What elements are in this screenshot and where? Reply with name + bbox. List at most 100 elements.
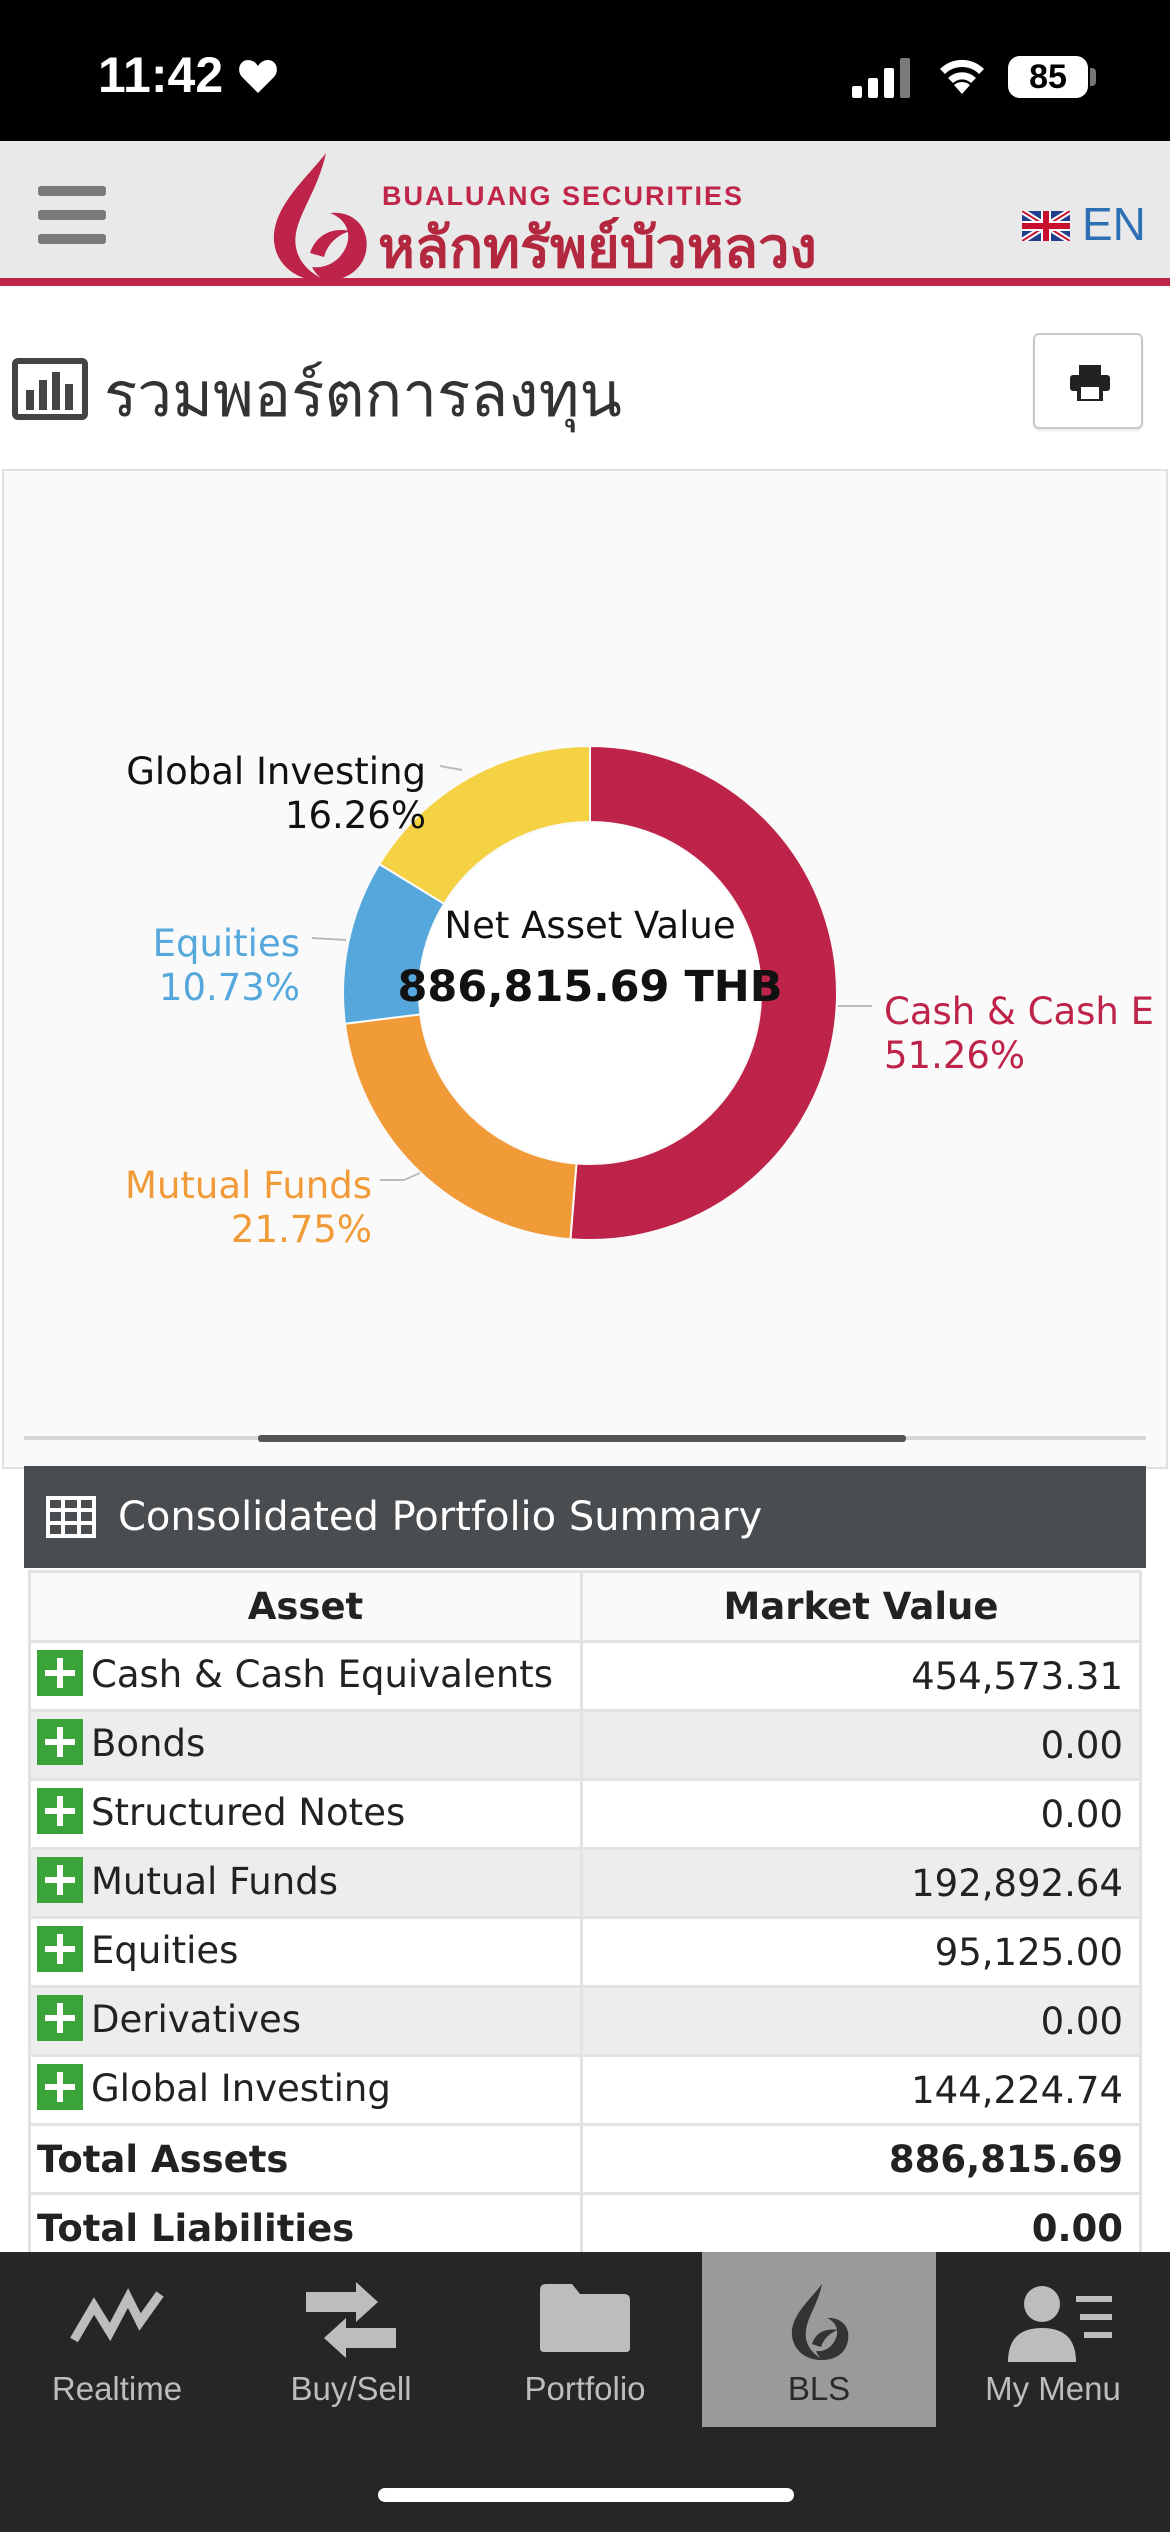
summary-header: Consolidated Portfolio Summary [24, 1466, 1146, 1568]
home-indicator [378, 2488, 794, 2502]
tab-label: Portfolio [524, 2370, 646, 2407]
slice-percent: 21.75% [230, 1208, 372, 1251]
asset-cell: Derivatives [28, 1985, 583, 2057]
bar-chart-icon [12, 358, 88, 420]
asset-cell: Structured Notes [28, 1778, 583, 1850]
asset-name: Global Investing [91, 2066, 391, 2110]
slice-name: Global Investing [126, 750, 426, 793]
realtime-chart-icon [70, 2288, 164, 2343]
column-header-market-value: Market Value [580, 1570, 1142, 1643]
heart-icon [239, 60, 277, 93]
wifi-icon [940, 59, 984, 94]
market-value-cell: 192,892.64 [580, 1847, 1142, 1919]
asset-name: Cash & Cash Equivalents [91, 1652, 554, 1696]
total-value: 886,815.69 [580, 2123, 1142, 2195]
logo-thai-text: หลักทรัพย์บัวหลวง [378, 216, 817, 281]
expand-plus-icon[interactable] [37, 1719, 83, 1766]
logo-english-text: BUALUANG SECURITIES [382, 181, 745, 211]
expand-plus-icon[interactable] [37, 1995, 83, 2042]
print-button[interactable] [1033, 333, 1143, 429]
table-row[interactable]: Structured Notes 0.00 [28, 1778, 1142, 1850]
tab-label: Buy/Sell [290, 2370, 412, 2407]
center-value: 886,815.69 THB [397, 962, 782, 1012]
slice-percent: 51.26% [884, 1034, 1026, 1077]
expand-plus-icon[interactable] [37, 1926, 83, 1973]
table-row[interactable]: Cash & Cash Equivalents 454,573.31 [28, 1640, 1142, 1712]
slice-label-cash: Cash & Cash E 51.26% [884, 990, 1170, 1078]
market-value-cell: 95,125.00 [580, 1916, 1142, 1988]
page-title: รวมพอร์ตการลงทุน [104, 358, 622, 431]
bualuang-lotus-logo-icon [273, 153, 367, 282]
asset-cell: Global Investing [28, 2054, 583, 2126]
leader-line-global-investing [439, 765, 463, 771]
status-bar: 11:42 85 [0, 0, 1170, 141]
center-label: Net Asset Value [444, 904, 735, 947]
table-row[interactable]: Equities 95,125.00 [28, 1916, 1142, 1988]
language-switch[interactable]: EN [1082, 198, 1146, 250]
asset-cell: Bonds [28, 1709, 583, 1781]
total-label: Total Assets [28, 2123, 583, 2195]
tab-label: Realtime [51, 2370, 183, 2407]
printer-icon [1070, 365, 1110, 401]
market-value-cell: 0.00 [580, 1778, 1142, 1850]
hamburger-menu-icon[interactable] [38, 186, 106, 244]
battery-tip [1090, 68, 1096, 86]
user-menu-icon [1008, 2286, 1112, 2362]
battery-level: 85 [1008, 56, 1088, 98]
portfolio-summary-table: Asset Market Value Cash & Cash Equivalen… [28, 1570, 1142, 2264]
expand-plus-icon[interactable] [37, 1788, 83, 1835]
expand-plus-icon[interactable] [37, 1650, 83, 1697]
slice-name: Cash & Cash E [884, 990, 1154, 1033]
table-row[interactable]: Mutual Funds 192,892.64 [28, 1847, 1142, 1919]
donut-slice-global-investing[interactable] [377, 744, 591, 906]
tab-bls[interactable]: BLS [702, 2252, 936, 2427]
donut-hole [420, 823, 760, 1163]
signal-icon [852, 58, 910, 98]
tab-portfolio[interactable]: Portfolio [468, 2252, 702, 2427]
tab-buy-sell[interactable]: Buy/Sell [234, 2252, 468, 2427]
slice-name: Mutual Funds [125, 1164, 372, 1207]
slice-label-global-investing: Global Investing 16.26% [110, 750, 426, 838]
asset-name: Derivatives [91, 1997, 302, 2041]
asset-cell: Mutual Funds [28, 1847, 583, 1919]
app-header: BUALUANG SECURITIES หลักทรัพย์บัวหลวง EN [0, 141, 1170, 286]
expand-plus-icon[interactable] [37, 1857, 83, 1904]
tab-realtime[interactable]: Realtime [0, 2252, 234, 2427]
status-time: 11:42 [98, 47, 224, 103]
chart-scroll-thumb[interactable] [258, 1435, 906, 1442]
table-row[interactable]: Global Investing 144,224.74 [28, 2054, 1142, 2126]
tab-my-menu[interactable]: My Menu [936, 2252, 1170, 2427]
donut-slice-cash-cash-equivalents[interactable] [569, 744, 838, 1241]
asset-name: Equities [91, 1928, 239, 1972]
bls-logo-icon [791, 2284, 849, 2361]
tab-label: My Menu [985, 2370, 1121, 2407]
leader-line-mutual-funds [380, 1172, 421, 1181]
slice-label-mutual-funds: Mutual Funds 21.75% [80, 1164, 372, 1252]
column-header-asset: Asset [28, 1570, 583, 1643]
asset-name: Mutual Funds [91, 1859, 338, 1903]
asset-allocation-donut-chart: Net Asset Value 886,815.69 THB [311, 744, 872, 1241]
expand-plus-icon[interactable] [37, 2064, 83, 2111]
folder-icon [540, 2284, 630, 2352]
slice-label-equities: Equities 10.73% [100, 922, 300, 1010]
summary-title: Consolidated Portfolio Summary [118, 1494, 763, 1540]
table-icon [46, 1496, 96, 1538]
tab-label: BLS [787, 2370, 851, 2407]
market-value-cell: 454,573.31 [580, 1640, 1142, 1712]
leader-line-equities [311, 937, 347, 941]
asset-name: Structured Notes [91, 1790, 406, 1834]
market-value-cell: 0.00 [580, 1985, 1142, 2057]
buy-sell-arrows-icon [306, 2282, 396, 2358]
uk-flag-icon[interactable] [1022, 211, 1070, 241]
table-row[interactable]: Bonds 0.00 [28, 1709, 1142, 1781]
table-row[interactable]: Derivatives 0.00 [28, 1985, 1142, 2057]
slice-name: Equities [152, 922, 300, 965]
asset-cell: Equities [28, 1916, 583, 1988]
bottom-tab-bar: Realtime Buy/Sell Portfolio BLS My Menu [0, 2252, 1170, 2532]
slice-percent: 10.73% [158, 966, 300, 1009]
total-row: Total Assets 886,815.69 [28, 2123, 1142, 2195]
asset-cell: Cash & Cash Equivalents [28, 1640, 583, 1712]
asset-name: Bonds [91, 1721, 206, 1765]
market-value-cell: 0.00 [580, 1709, 1142, 1781]
slice-percent: 16.26% [284, 794, 426, 837]
